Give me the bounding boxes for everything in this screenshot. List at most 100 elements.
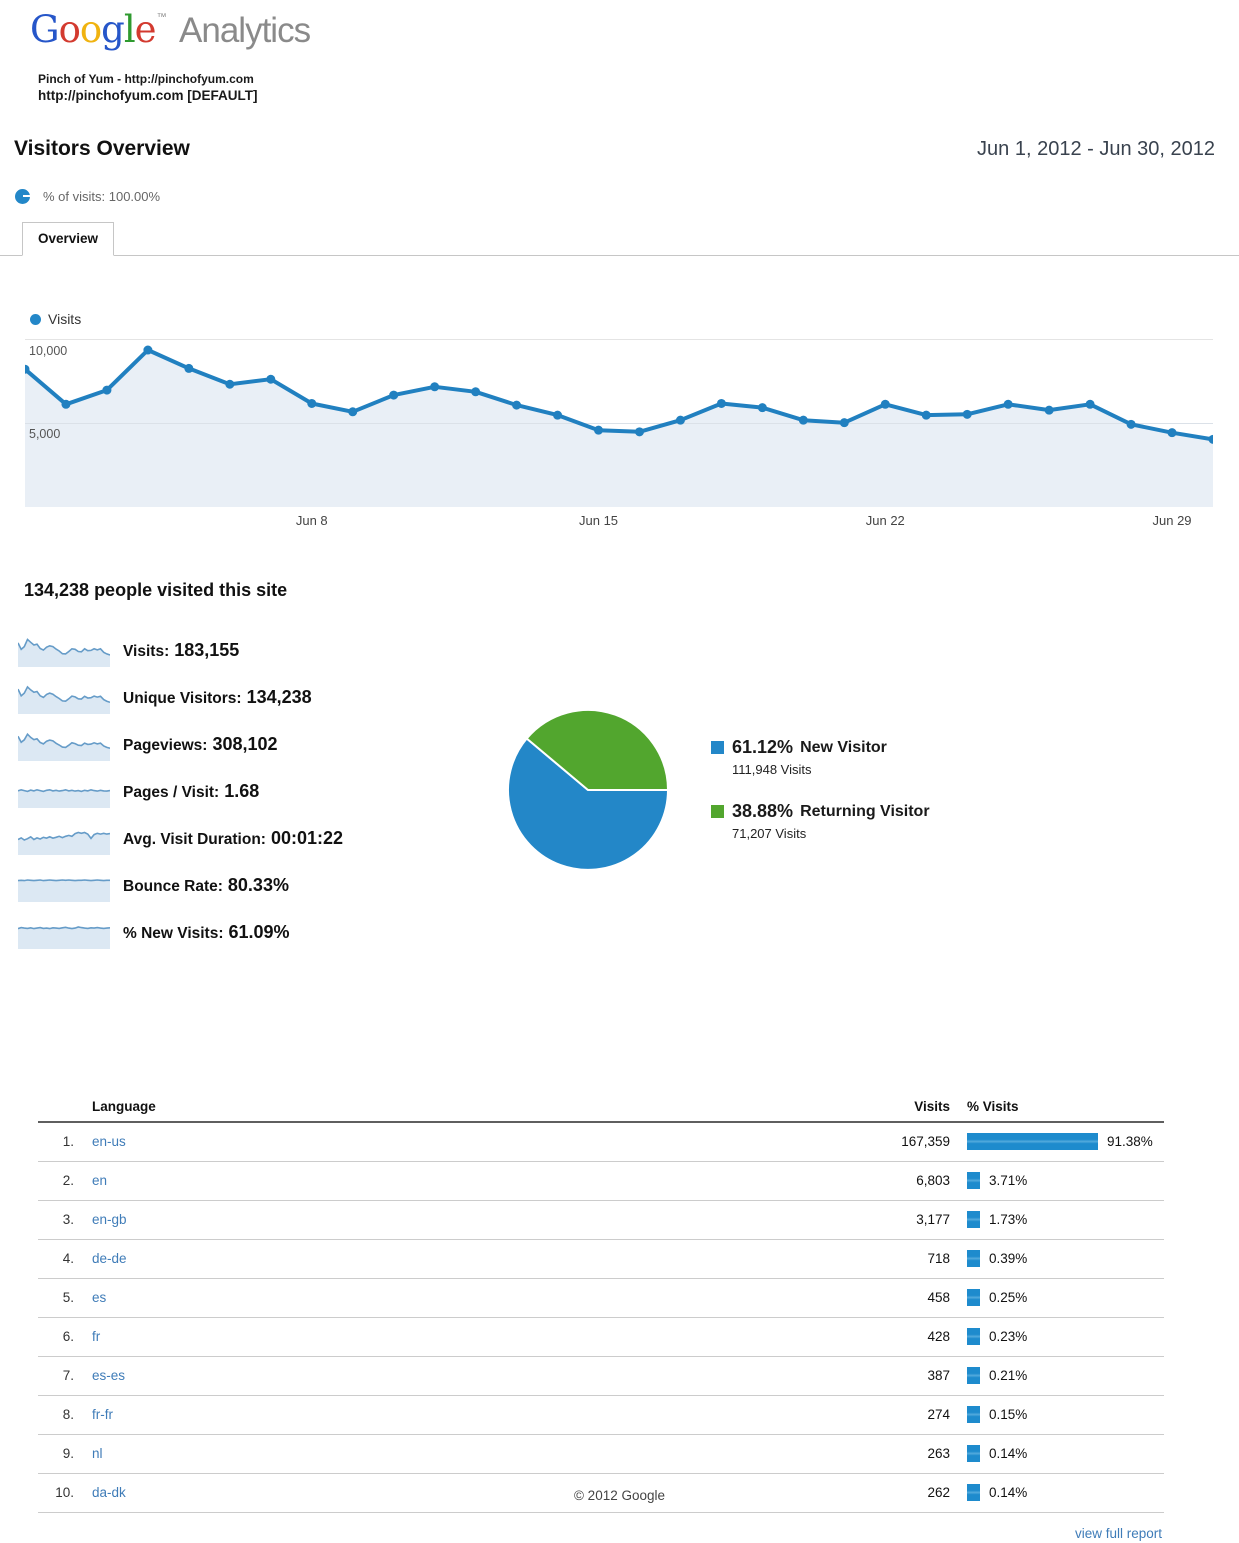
metric-value: 134,238 — [246, 687, 312, 707]
row-visits: 262 — [830, 1473, 950, 1513]
row-rank: 5. — [38, 1278, 92, 1318]
metric-row: Bounce Rate: 80.33% — [18, 862, 1239, 909]
account-name: Pinch of Yum - http://pinchofyum.com — [38, 72, 254, 86]
metric-label: Unique Visitors: — [123, 690, 242, 707]
language-table-section: Language Visits % Visits 1. en-us 167,359 9… — [38, 1099, 1164, 1543]
tab-bar: Overview — [0, 221, 1239, 256]
table-row: 6. fr 428 0.23% — [38, 1317, 1164, 1357]
metric-label: Pages / Visit: — [123, 784, 220, 801]
metric-value: 308,102 — [212, 734, 278, 754]
metric-label: % New Visits: — [123, 925, 224, 942]
account-info: Pinch of Yum - http://pinchofyum.com htt… — [38, 72, 1239, 103]
visits-legend-label: Visits — [48, 311, 82, 327]
pct-visits-bar — [967, 1328, 980, 1345]
language-link[interactable]: nl — [92, 1446, 103, 1461]
language-link[interactable]: da-dk — [92, 1485, 126, 1500]
legend-label: Returning Visitor — [800, 802, 930, 820]
legend-percentage: 61.12% — [732, 737, 794, 757]
language-link[interactable]: fr — [92, 1329, 101, 1344]
visits-line-chart-svg — [25, 345, 1213, 507]
visits-line-chart: 10,000 5,000 — [25, 339, 1213, 507]
metric-text: Bounce Rate: 80.33% — [123, 875, 289, 896]
metric-text: % New Visits: 61.09% — [123, 922, 290, 943]
row-rank: 8. — [38, 1395, 92, 1435]
language-link[interactable]: es — [92, 1290, 107, 1305]
row-visits: 263 — [830, 1434, 950, 1474]
table-row: 8. fr-fr 274 0.15% — [38, 1395, 1164, 1435]
metric-value: 183,155 — [174, 640, 240, 660]
visitor-type-pie-chart — [507, 708, 669, 871]
metric-value: 1.68 — [224, 781, 260, 801]
pct-visits-bar — [967, 1484, 980, 1501]
pct-visits-value: 3.71% — [989, 1173, 1028, 1188]
page-title: Visitors Overview — [14, 137, 190, 160]
language-link[interactable]: en-gb — [92, 1212, 127, 1227]
row-rank: 10. — [38, 1473, 92, 1513]
metric-text: Pageviews: 308,102 — [123, 734, 278, 755]
language-table: Language Visits % Visits 1. en-us 167,359 9… — [38, 1099, 1164, 1513]
app-header: Google™ Analytics Pinch of Yum - http://… — [0, 0, 1239, 103]
metric-sparkline — [18, 685, 110, 714]
tab-overview[interactable]: Overview — [22, 222, 115, 256]
legend-swatch-icon — [711, 741, 724, 754]
y-axis-tick-5000: 5,000 — [29, 427, 61, 441]
metric-label: Pageviews: — [123, 737, 208, 754]
row-rank: 6. — [38, 1317, 92, 1357]
row-rank: 1. — [38, 1122, 92, 1162]
logo-letter: g — [101, 8, 125, 51]
analytics-logo-text: Analytics — [179, 11, 311, 50]
metric-sparkline — [18, 926, 110, 949]
table-row: 4. de-de 718 0.39% — [38, 1239, 1164, 1279]
table-row: 5. es 458 0.25% — [38, 1278, 1164, 1318]
visits-legend-dot-icon — [30, 313, 41, 325]
x-axis-label: Jun 15 — [578, 513, 619, 528]
pie-legend-entry: 61.12% New Visitor 111,948 Visits — [711, 737, 930, 777]
visits-chart-section: Visits 10,000 5,000 Jun 8 Jun 15 Jun 22 Jun… — [0, 311, 1239, 532]
row-rank: 4. — [38, 1239, 92, 1279]
y-axis-tick-10000: 10,000 — [29, 344, 68, 358]
metric-sparkline — [18, 638, 110, 667]
metric-sparkline — [18, 879, 110, 902]
row-visits: 428 — [830, 1317, 950, 1357]
metric-row: % New Visits: 61.09% — [18, 909, 1239, 956]
pct-visits-value: 91.38% — [1107, 1134, 1153, 1150]
metric-sparkline — [18, 831, 110, 855]
language-link[interactable]: de-de — [92, 1251, 127, 1266]
metric-value: 00:01:22 — [270, 828, 344, 848]
pct-visits-bar — [967, 1445, 980, 1462]
row-visits: 458 — [830, 1278, 950, 1318]
segment-label: % of visits: 100.00% — [43, 189, 161, 204]
pct-visits-value: 0.15% — [989, 1407, 1028, 1422]
metric-row: Visits: 183,155 — [18, 627, 1239, 674]
pct-visits-value: 0.23% — [989, 1329, 1028, 1344]
metric-text: Avg. Visit Duration: 00:01:22 — [123, 828, 343, 849]
table-row: 1. en-us 167,359 91.38% — [38, 1122, 1164, 1162]
table-row: 2. en 6,803 3.71% — [38, 1161, 1164, 1201]
pct-visits-value: 0.14% — [989, 1446, 1028, 1461]
language-link[interactable]: en — [92, 1173, 108, 1188]
logo-letter: l — [123, 8, 136, 51]
pie-slice-new-visitor — [507, 737, 669, 871]
language-link[interactable]: es-es — [92, 1368, 126, 1383]
metric-text: Unique Visitors: 134,238 — [123, 687, 312, 708]
metric-value: 61.09% — [228, 922, 290, 942]
view-full-report-link[interactable]: view full report — [1074, 1525, 1162, 1541]
pct-visits-bar — [967, 1367, 980, 1384]
metric-label: Avg. Visit Duration: — [123, 831, 266, 848]
logo-letter: o — [58, 8, 81, 51]
legend-label: New Visitor — [800, 738, 887, 756]
legend-swatch-icon — [711, 805, 724, 818]
logo-letter: G — [30, 8, 60, 51]
visits-column-header: Visits — [830, 1099, 950, 1123]
metric-label: Visits: — [123, 643, 170, 660]
x-axis-label: Jun 29 — [1152, 513, 1192, 528]
metric-sparkline — [18, 788, 110, 808]
logo-letter: o — [79, 8, 102, 51]
pie-slice-returning-visitor — [525, 708, 669, 791]
legend-visits-count: 71,207 Visits — [732, 826, 807, 841]
language-link[interactable]: en-us — [92, 1134, 126, 1150]
metrics-list: Visits: 183,155 Unique Visitors: 134,238 Pag… — [0, 627, 1239, 956]
pct-visits-column-header: % Visits — [950, 1099, 1164, 1123]
trademark-symbol: ™ — [156, 12, 167, 23]
language-link[interactable]: fr-fr — [92, 1407, 113, 1422]
